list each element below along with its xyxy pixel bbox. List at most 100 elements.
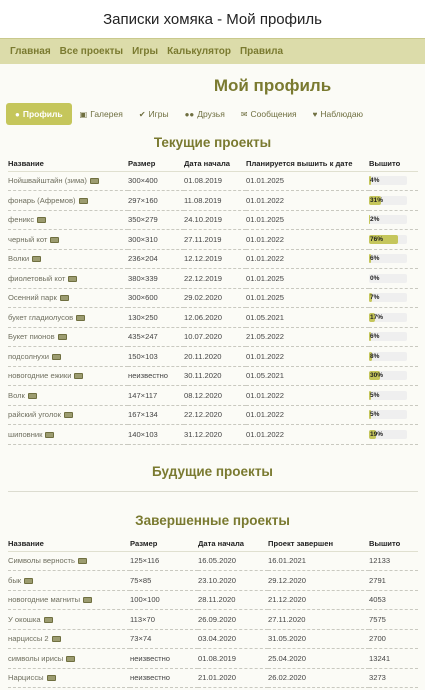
column-header: Планируется вышить к дате — [246, 156, 369, 172]
progress-bar: 31% — [369, 195, 407, 205]
tab-friends[interactable]: ●● Друзья — [177, 103, 233, 125]
future-divider — [8, 491, 418, 492]
start-date-cell: 10.07.2020 — [184, 327, 246, 347]
progress-bar: 6% — [369, 332, 407, 342]
progress-fill — [369, 215, 370, 225]
project-link[interactable]: фонарь (Афремов) — [8, 195, 76, 205]
project-link[interactable]: Нойшвайштайн (зима) — [8, 176, 87, 186]
planned-date-cell: 21.05.2022 — [246, 327, 369, 347]
end-date-cell: 29.12.2020 — [268, 570, 369, 591]
table-row: Символы верность 125×116 16.05.2020 16.01.2… — [8, 551, 418, 571]
project-link[interactable]: букет гладиолусов — [8, 312, 74, 322]
project-name-cell: Символы верность — [8, 551, 130, 571]
progress-label: 76% — [370, 235, 384, 243]
project-link[interactable]: Волк — [8, 390, 25, 400]
size-cell: неизвестно — [130, 648, 198, 669]
size-cell: 380×339 — [128, 268, 184, 289]
tab-watching[interactable]: ♥ Наблюдаю — [305, 103, 371, 125]
project-link[interactable]: Букет пионов — [8, 332, 55, 342]
progress-bar: 6% — [369, 254, 407, 264]
project-name-cell: бык — [8, 570, 130, 591]
start-date-cell: 28.11.2020 — [198, 590, 268, 610]
envelope-icon: ✉ — [240, 109, 248, 119]
nav-rules-link[interactable]: Правила — [239, 46, 284, 57]
stitches-cell: 12133 — [369, 551, 418, 571]
project-link[interactable]: Волки — [8, 254, 30, 264]
profile-content: Мой профиль ● Профиль ▣ Галерея ✔ Игры ●… — [0, 64, 425, 690]
start-date-cell: 01.08.2019 — [198, 648, 268, 669]
project-name-cell: шиповник — [8, 424, 128, 445]
size-cell: 100×100 — [130, 590, 198, 610]
project-name-cell: новогодние ежики — [8, 366, 128, 386]
start-date-cell: 21.01.2020 — [198, 668, 268, 688]
tab-label: Друзья — [197, 109, 225, 119]
flag-icon — [24, 577, 34, 584]
progress-fill — [369, 254, 372, 264]
project-name-cell: Нарциссы — [8, 668, 130, 688]
project-link[interactable]: райский уголок — [8, 410, 61, 420]
project-link[interactable]: Осенний парк — [8, 293, 57, 303]
current-projects-title: Текущие проекты — [153, 135, 272, 150]
progress-bar: 8% — [369, 351, 407, 361]
progress-label: 0% — [370, 274, 380, 282]
project-name-cell: новогодние магниты — [8, 590, 130, 610]
project-link[interactable]: нарциссы 2 — [8, 634, 49, 644]
table-row: символы ирисы неизвестно 01.08.2019 25.04.2… — [8, 648, 418, 669]
project-link[interactable]: символы ирисы — [8, 653, 64, 663]
nav-calculator-link[interactable]: Калькулятор — [167, 46, 231, 57]
project-link[interactable]: новогодние магниты — [8, 595, 81, 605]
image-icon: ▣ — [79, 109, 88, 119]
size-cell: 130×250 — [128, 307, 184, 328]
project-link[interactable]: подсолнухи — [8, 351, 49, 361]
project-link[interactable]: Нарциссы — [8, 673, 44, 683]
project-name-cell: нарциссы 2 — [8, 629, 130, 649]
size-cell: 113×70 — [130, 609, 198, 630]
project-name-cell: феникс — [8, 210, 128, 230]
nav-home-link[interactable]: Главная — [10, 46, 51, 57]
tab-messages[interactable]: ✉ Сообщения — [233, 103, 305, 125]
progress-label: 6% — [370, 333, 380, 341]
project-link[interactable]: Символы верность — [8, 556, 75, 566]
progress-label: 30% — [370, 372, 384, 380]
flag-icon — [63, 412, 73, 419]
table-row: букет гладиолусов 130×250 12.06.2020 01.05.… — [8, 307, 418, 328]
progress-label: 17% — [370, 313, 384, 321]
size-cell: 435×247 — [128, 327, 184, 347]
nav-all-projects-link[interactable]: Все проекты — [59, 46, 124, 57]
progress-cell: 8% — [369, 346, 418, 367]
progress-bar: 5% — [369, 410, 407, 420]
project-link[interactable]: новогодние ежики — [8, 371, 72, 381]
size-cell: неизвестно — [130, 668, 198, 688]
project-link[interactable]: черный кот — [8, 234, 48, 244]
progress-cell: 30% — [369, 366, 418, 386]
progress-bar: 7% — [369, 293, 407, 303]
project-link[interactable]: фиолетовый кот — [8, 273, 66, 283]
size-cell: 300×600 — [128, 288, 184, 308]
table-row: шиповник 140×103 31.12.2020 01.01.2022 19% — [8, 424, 418, 445]
future-projects-title: Будущие проекты — [152, 464, 273, 479]
project-link[interactable]: феникс — [8, 215, 35, 225]
tab-gallery[interactable]: ▣ Галерея — [72, 103, 131, 125]
progress-bar: 5% — [369, 390, 407, 400]
progress-bar: 0% — [369, 273, 407, 283]
progress-fill — [369, 351, 373, 361]
top-navigation: Главная Все проекты Игры Калькулятор Пра… — [0, 38, 425, 64]
progress-label: 5% — [370, 391, 380, 399]
progress-cell: 6% — [369, 249, 418, 269]
start-date-cell: 08.12.2020 — [184, 385, 246, 406]
project-link[interactable]: У окошка — [8, 614, 41, 624]
tab-label: Сообщения — [250, 109, 297, 119]
column-header: Проект завершен — [268, 536, 369, 552]
planned-date-cell: 01.01.2022 — [246, 385, 369, 406]
tab-label: Игры — [148, 109, 169, 119]
table-header-row: Название Размер Дата начала Планируется … — [8, 156, 418, 172]
progress-label: 8% — [370, 352, 380, 360]
planned-date-cell: 01.01.2025 — [246, 210, 369, 230]
stitches-cell: 2791 — [369, 570, 418, 591]
project-link[interactable]: бык — [8, 575, 22, 585]
nav-games-link[interactable]: Игры — [132, 46, 159, 57]
tab-games[interactable]: ✔ Игры — [131, 103, 177, 125]
table-row: черный кот 300×310 27.11.2019 01.01.2022 76% — [8, 229, 418, 250]
project-link[interactable]: шиповник — [8, 429, 43, 439]
tab-profile[interactable]: ● Профиль — [6, 103, 72, 125]
